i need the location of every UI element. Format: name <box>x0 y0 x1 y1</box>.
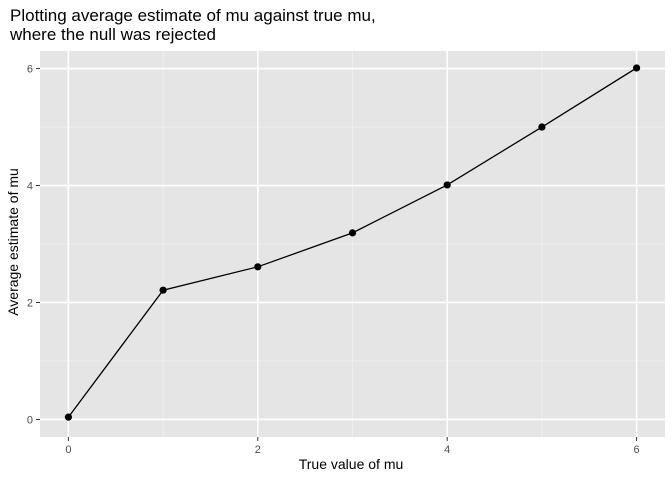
x-tick-label: 2 <box>255 444 261 456</box>
axes: 0 2 4 6 0 2 4 6 <box>27 64 640 456</box>
x-tick-label: 0 <box>65 444 71 456</box>
data-point <box>348 229 357 237</box>
data-point <box>538 123 546 131</box>
y-tick-label: 4 <box>27 181 33 193</box>
major-gridlines <box>40 51 665 437</box>
x-tick-label: 4 <box>444 444 450 456</box>
y-tick-label: 2 <box>27 297 33 309</box>
y-tick-label: 6 <box>27 64 33 76</box>
data-series <box>64 64 641 421</box>
data-point <box>254 263 262 271</box>
y-axis-title: Average estimate of mu <box>5 168 21 316</box>
x-tick-label: 6 <box>634 444 640 456</box>
data-point <box>443 181 451 189</box>
data-point <box>632 64 641 72</box>
x-axis-title: True value of mu <box>299 456 404 472</box>
chart-title-line-2: where the null was rejected <box>9 25 216 44</box>
data-point <box>159 286 167 294</box>
data-point <box>64 413 73 421</box>
chart-title-line-1: Plotting average estimate of mu against … <box>10 6 376 25</box>
minor-gridlines <box>40 51 665 437</box>
y-tick-label: 0 <box>27 414 33 426</box>
